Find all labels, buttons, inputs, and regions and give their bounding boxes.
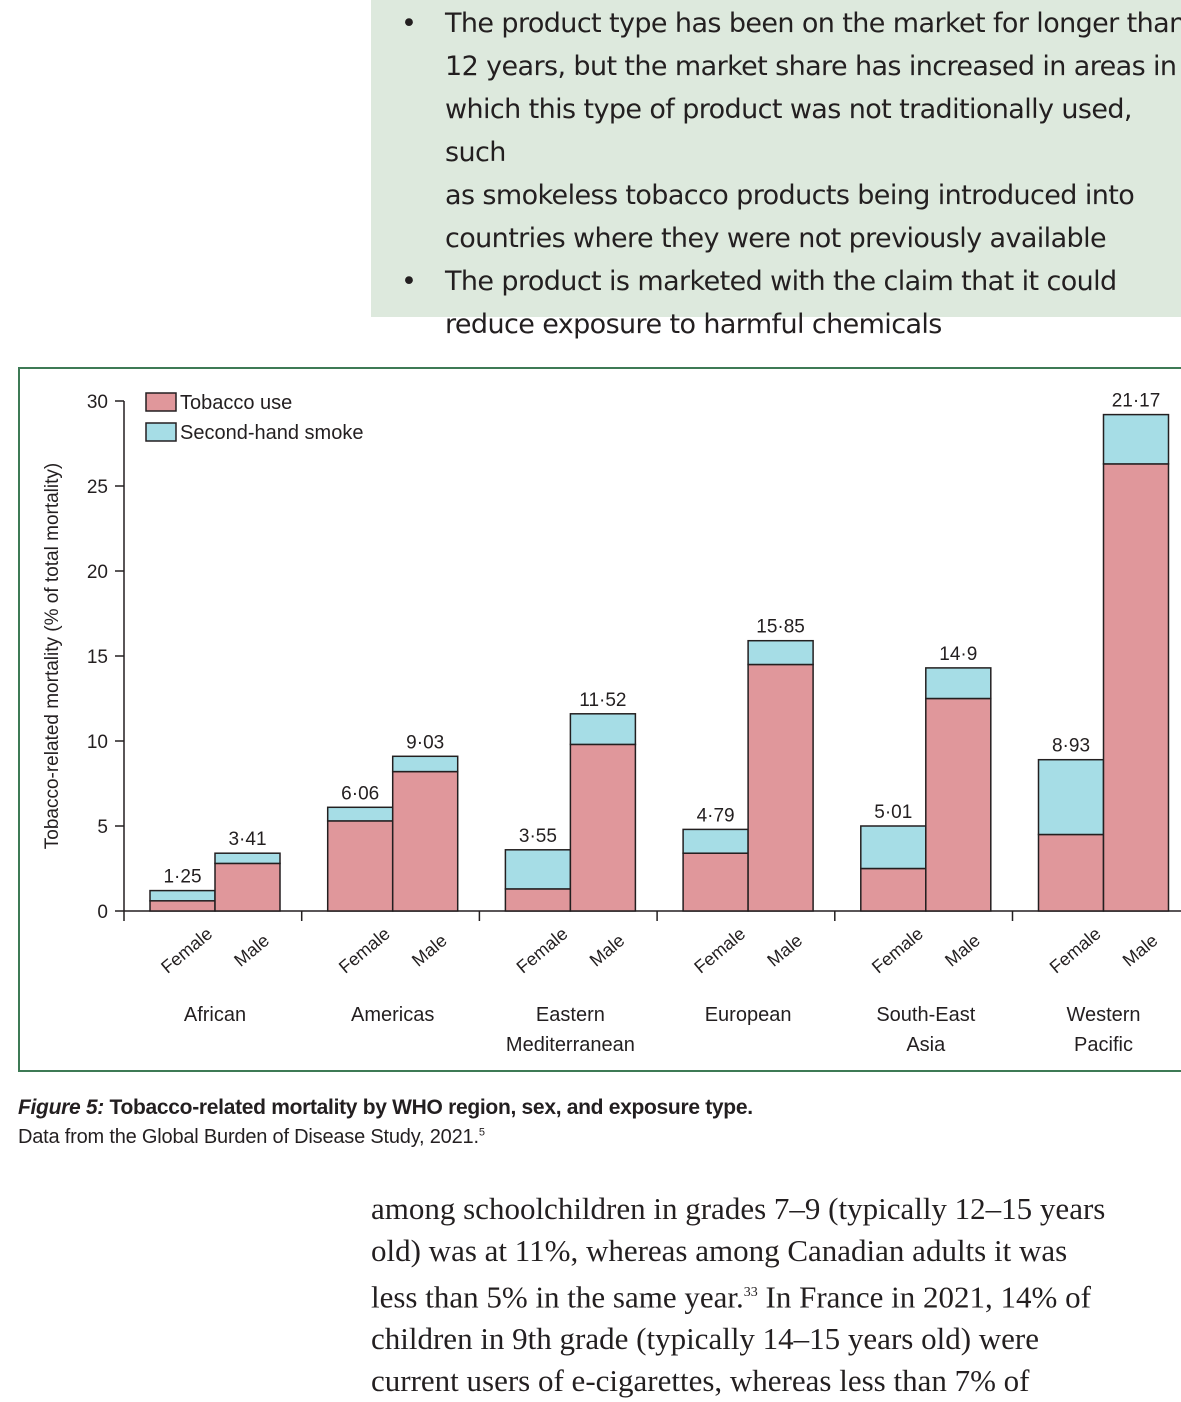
bullet-item: • The product type has been on the market…	[371, 2, 1181, 260]
x-tick-label: Female	[335, 923, 394, 977]
caption-source-text: Data from the Global Burden of Disease S…	[18, 1126, 479, 1148]
bullet-dot: •	[401, 266, 417, 297]
group-label: Americas	[351, 1004, 434, 1026]
legend-swatch-tobacco-use	[145, 392, 177, 412]
bar-second-hand-smoke	[747, 639, 814, 666]
bullet-dot: •	[401, 8, 417, 39]
y-tick-label: 20	[87, 562, 108, 583]
body-line-text: children in 9th grade (typically 14–15 y…	[371, 1321, 1039, 1357]
x-tick-label: Female	[513, 923, 572, 977]
bar-data-label: 4·79	[697, 805, 735, 826]
y-tick-label: 5	[97, 817, 108, 838]
legend-label-second-hand-smoke: Second-hand smoke	[180, 422, 363, 444]
caption-title-text: Tobacco-related mortality by WHO region,…	[103, 1096, 754, 1119]
figure-frame: 0 5 10 15 20 25 30 Tobacco-related mortality (%…	[18, 367, 1181, 1072]
x-tick-label: Female	[868, 923, 927, 977]
body-line: among schoolchildren in grades 7–9 (typi…	[371, 1188, 1181, 1230]
bar-tobacco-use	[747, 663, 814, 912]
bar-second-hand-smoke	[504, 849, 572, 890]
body-line-text: among schoolchildren in grades 7–9 (typi…	[371, 1191, 1106, 1226]
y-tick-label: 0	[97, 902, 108, 923]
bar-tobacco-use	[569, 743, 637, 912]
legend-swatch-second-hand-smoke	[145, 422, 177, 442]
group-label: Asia	[906, 1034, 946, 1056]
bar-data-label: 11·52	[579, 690, 626, 711]
bar-second-hand-smoke	[214, 852, 281, 865]
bar-data-label: 3·41	[228, 829, 266, 850]
bar-tobacco-use	[860, 867, 927, 912]
bar-tobacco-use	[504, 888, 572, 912]
x-tick-label: Male	[586, 930, 629, 970]
bar-tobacco-use	[391, 770, 459, 912]
bar-data-label: 21·17	[1112, 391, 1161, 412]
bar-second-hand-smoke	[326, 806, 394, 822]
bar-second-hand-smoke	[391, 755, 459, 773]
body-line: less than 5% in the same year.33 In Fran…	[371, 1272, 1181, 1318]
stacked-bar-chart: 0 5 10 15 20 25 30 Tobacco-related mortality (%…	[42, 391, 1181, 1056]
bar-second-hand-smoke	[682, 828, 749, 854]
legend-label-tobacco-use: Tobacco use	[180, 392, 292, 414]
y-tick-label: 30	[87, 392, 108, 413]
bar-data-label: 15·85	[756, 617, 805, 638]
bullet-text: The product type has been on the market …	[445, 8, 1181, 254]
group-label: African	[184, 1004, 246, 1026]
bar-second-hand-smoke	[1037, 758, 1105, 836]
bullet-item: • The product is marketed with the claim …	[371, 260, 1181, 346]
bar-data-label: 5·01	[874, 802, 912, 823]
bar-second-hand-smoke	[569, 713, 637, 746]
bullet-text: The product is marketed with the claim t…	[445, 266, 1117, 340]
caption-title: Figure 5: Tobacco-related mortality by W…	[18, 1096, 1168, 1120]
x-tick-label: Male	[1119, 930, 1162, 970]
figure-caption: Figure 5: Tobacco-related mortality by W…	[18, 1096, 1168, 1149]
body-line-text: old) was at 11%, whereas among Canadian …	[371, 1233, 1068, 1268]
body-text: among schoolchildren in grades 7–9 (typi…	[371, 1188, 1181, 1402]
x-tick-label: Male	[763, 930, 806, 970]
bar-tobacco-use	[925, 697, 992, 912]
group-label: South-East	[876, 1004, 975, 1026]
y-axis-title: Tobacco-related mortality (% of total mo…	[42, 463, 63, 849]
y-tick-label: 25	[87, 477, 108, 498]
y-tick-label: 15	[87, 647, 108, 668]
citation-ref: 33	[743, 1285, 758, 1300]
x-tick-label: Male	[230, 930, 273, 970]
bar-second-hand-smoke	[925, 667, 992, 700]
x-tick-label: Female	[157, 923, 216, 977]
group-label: Eastern	[536, 1004, 605, 1026]
body-line-text: current users of e-cigarettes, whereas l…	[371, 1363, 1030, 1399]
bar-tobacco-use	[1037, 833, 1105, 912]
bar-tobacco-use	[326, 820, 394, 912]
x-tick-label: Male	[408, 930, 451, 970]
group-label: Pacific	[1074, 1034, 1133, 1056]
group-label: Mediterranean	[506, 1034, 635, 1056]
group-label: European	[705, 1004, 792, 1026]
bar-tobacco-use	[682, 852, 749, 912]
bar-second-hand-smoke	[1102, 413, 1170, 465]
body-line: children in 9th grade (typically 14–15 y…	[371, 1318, 1181, 1360]
bar-tobacco-use	[149, 900, 216, 912]
bullet-list: • The product type has been on the market…	[371, 2, 1181, 346]
x-tick-label: Female	[690, 923, 749, 977]
body-line-text: less than 5% in the same year.	[371, 1279, 744, 1315]
caption-source: Data from the Global Burden of Disease S…	[18, 1126, 1168, 1149]
bar-second-hand-smoke	[149, 889, 216, 902]
caption-source-ref: 5	[478, 1126, 485, 1139]
bar-data-label: 9·03	[406, 732, 444, 753]
body-line: current users of e-cigarettes, whereas l…	[371, 1360, 1181, 1402]
x-tick-label: Male	[941, 930, 984, 970]
bar-tobacco-use	[1102, 463, 1170, 912]
x-tick-label: Female	[1046, 923, 1105, 977]
figure-label: Figure 5:	[18, 1096, 104, 1119]
body-line-text: In France in 2021, 14% of	[757, 1279, 1091, 1315]
bar-second-hand-smoke	[860, 825, 927, 870]
group-label: Western	[1066, 1004, 1140, 1026]
y-tick-label: 10	[87, 732, 108, 753]
info-panel: • The product type has been on the market…	[371, 0, 1181, 340]
bar-data-label: 6·06	[341, 783, 379, 804]
bar-data-label: 3·55	[519, 826, 557, 847]
body-line: old) was at 11%, whereas among Canadian …	[371, 1230, 1181, 1272]
bar-data-label: 1·25	[163, 867, 201, 888]
bar-data-label: 14·9	[939, 644, 977, 665]
bar-tobacco-use	[214, 862, 281, 912]
bar-data-label: 8·93	[1052, 736, 1090, 757]
